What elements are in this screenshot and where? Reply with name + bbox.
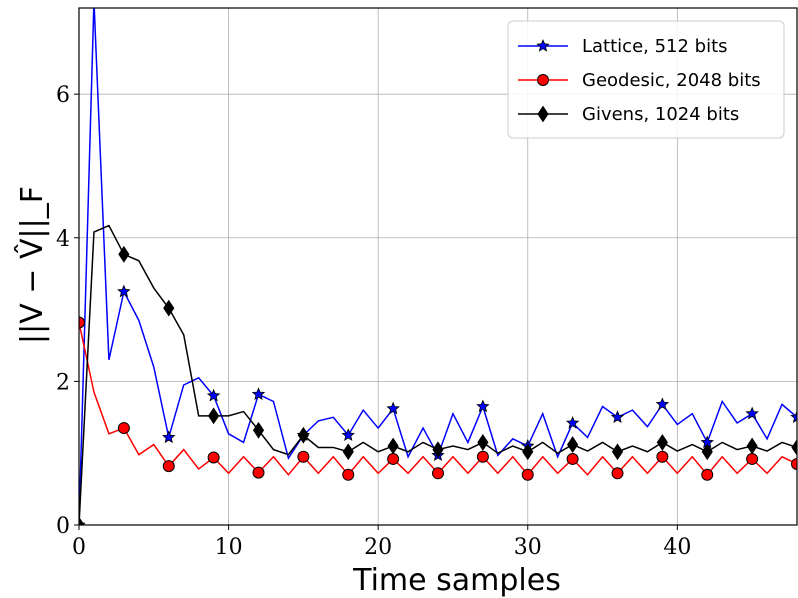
y-axis-label: ||V − V̂||_F (14, 186, 50, 344)
data-point (656, 450, 669, 463)
data-point (746, 437, 758, 455)
data-point (387, 452, 400, 465)
y-tick-label: 0 (56, 514, 70, 539)
legend-entry: Lattice, 512 bits (518, 36, 728, 57)
plot-area (79, 8, 797, 525)
data-point (432, 467, 444, 480)
data-point (566, 452, 579, 465)
plot-frame (78, 7, 798, 526)
legend-box (507, 20, 785, 139)
x-tick-label: 20 (364, 535, 392, 560)
data-point (537, 105, 549, 123)
data-point (206, 388, 221, 402)
axis-ticks: 0 10 20 30 40 0 2 4 6 (56, 83, 691, 560)
data-point (476, 399, 490, 413)
data-point (117, 422, 130, 435)
x-tick-label: 30 (514, 535, 542, 560)
data-point (655, 397, 670, 411)
y-tick-label: 2 (56, 370, 70, 395)
data-point (162, 430, 176, 444)
data-point (610, 410, 625, 423)
data-point (386, 401, 400, 415)
data-point (790, 410, 797, 423)
legend-label: Lattice, 512 bits (582, 36, 728, 57)
data-point (701, 468, 714, 481)
legend-entry: Givens, 1024 bits (518, 104, 739, 125)
data-point (118, 245, 130, 263)
data-point (537, 74, 549, 86)
data-point (522, 443, 534, 461)
data-point (791, 439, 797, 456)
series-line (79, 224, 797, 525)
data-point (521, 468, 534, 481)
data-point (117, 284, 131, 298)
data-point (656, 434, 668, 451)
data-point (387, 437, 399, 455)
data-point (477, 434, 489, 451)
x-tick-label: 40 (663, 535, 691, 560)
data-point (476, 450, 489, 463)
data-point (565, 415, 580, 429)
data-point (252, 466, 265, 479)
data-point (791, 457, 797, 470)
data-point (207, 451, 220, 464)
data-point (701, 443, 713, 461)
y-tick-label: 6 (56, 83, 70, 108)
x-tick-label: 0 (72, 535, 86, 560)
data-point (252, 421, 265, 439)
x-axis-label: Time samples (352, 563, 561, 598)
legend: Lattice, 512 bits Geodesic, 2048 bits Give… (507, 20, 785, 139)
data-point (432, 441, 444, 459)
data-point (567, 436, 579, 453)
legend-label: Givens, 1024 bits (582, 104, 739, 125)
legend-entry: Geodesic, 2048 bits (518, 70, 761, 91)
data-point (342, 443, 354, 461)
data-point (746, 452, 759, 465)
data-point (611, 443, 624, 461)
data-point (297, 426, 309, 444)
data-point (536, 38, 550, 52)
legend-label: Geodesic, 2048 bits (582, 70, 761, 91)
data-point (341, 428, 355, 441)
data-point (611, 467, 624, 480)
data-point (79, 516, 85, 525)
data-point (162, 460, 175, 473)
data-point (342, 468, 355, 481)
data-point (79, 316, 85, 329)
data-point (297, 450, 310, 463)
series-group (79, 8, 797, 525)
data-point (251, 387, 266, 401)
x-tick-label: 10 (215, 535, 243, 560)
y-tick-label: 4 (56, 227, 70, 252)
data-point (163, 299, 175, 317)
data-point (745, 406, 759, 420)
data-point (208, 407, 220, 425)
